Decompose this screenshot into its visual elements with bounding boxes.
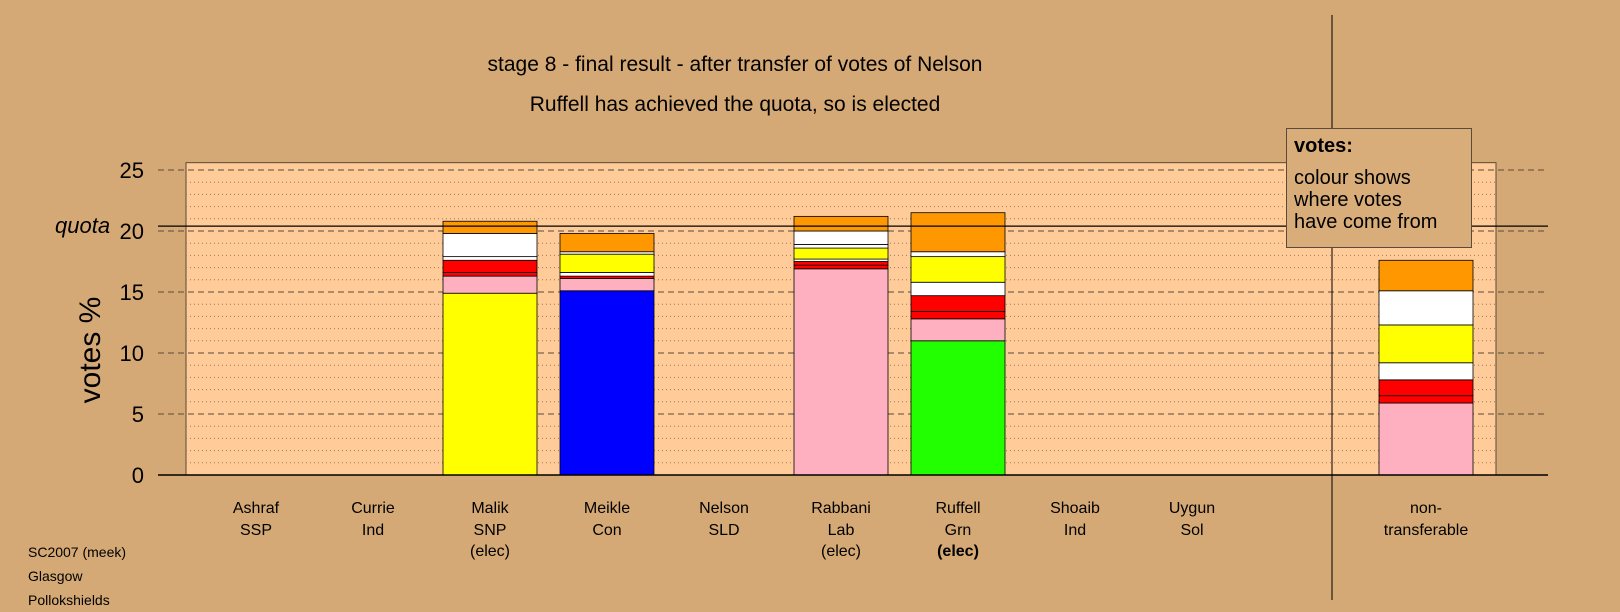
source-info: SC2007 (meek) Glasgow Pollokshields <box>28 540 126 612</box>
legend-title: votes: <box>1294 135 1353 157</box>
quota-label: quota <box>55 213 110 238</box>
bar-segment <box>559 290 655 476</box>
bar-segment <box>793 264 889 270</box>
category-label-party: Grn <box>945 522 972 539</box>
bar-segment <box>910 212 1006 253</box>
bar-segment <box>559 233 655 253</box>
chart-title: stage 8 - final result - after transfer … <box>487 53 983 76</box>
category-label-name: Uygun <box>1169 500 1215 517</box>
legend-box: votes: colour shows where votes have com… <box>1286 128 1472 248</box>
bar-segment <box>1378 324 1474 364</box>
source-council: Glasgow <box>28 568 83 584</box>
category-label-name: Ashraf <box>233 500 280 517</box>
category-label-name: Nelson <box>699 500 749 517</box>
bar-segment <box>910 281 1006 297</box>
y-tick-label: 0 <box>132 463 144 488</box>
category-label-party: Lab <box>828 522 855 539</box>
category-label-party: SNP <box>474 522 507 539</box>
legend-text-line-3: have come from <box>1294 211 1438 233</box>
category-label-name: non- <box>1410 500 1442 517</box>
category-label-status: (elec) <box>821 543 861 560</box>
bar-segment <box>793 247 889 260</box>
bar-segment <box>793 268 889 476</box>
category-label-status: (elec) <box>937 543 979 560</box>
category-label-name: Currie <box>351 500 395 517</box>
category-label-status: (elec) <box>470 543 510 560</box>
bar-segment <box>559 278 655 292</box>
category-label-party: Con <box>592 522 621 539</box>
bar-segment <box>559 253 655 273</box>
bar-segment <box>1378 290 1474 326</box>
y-axis-label: votes % <box>74 297 107 404</box>
bar-segment <box>793 261 889 266</box>
bar-segment <box>910 295 1006 312</box>
y-tick-label: 5 <box>132 402 144 427</box>
category-label-party: transferable <box>1384 522 1469 539</box>
category-label-name: Meikle <box>584 500 630 517</box>
bar-segment <box>442 275 538 294</box>
category-label-name: Ruffell <box>935 500 980 517</box>
bar-segment <box>442 256 538 261</box>
bar-segment <box>910 311 1006 320</box>
bar-segment <box>1378 402 1474 476</box>
bar-segment <box>793 230 889 245</box>
bar-segment <box>442 233 538 258</box>
category-label-party: Ind <box>362 522 384 539</box>
bar-segment <box>442 259 538 273</box>
bar-segment <box>1378 259 1474 292</box>
category-label-party: SSP <box>240 522 272 539</box>
bar-segment <box>442 292 538 476</box>
bar-segment <box>1378 379 1474 397</box>
category-label-name: Malik <box>471 500 509 517</box>
source-ward: Pollokshields <box>28 592 110 608</box>
bar-segment <box>910 256 1006 283</box>
bar-segment <box>793 215 889 232</box>
legend-text-line-1: colour shows <box>1294 167 1411 189</box>
bar-segment <box>910 251 1006 258</box>
source-election: SC2007 (meek) <box>28 544 127 560</box>
bar-segment <box>442 220 538 234</box>
legend-text-line-2: where votes <box>1294 189 1402 211</box>
y-tick-label: 15 <box>120 280 144 305</box>
bar-segment <box>559 272 655 277</box>
bar-segment <box>910 318 1006 342</box>
bar-segment <box>1378 395 1474 404</box>
bar-segment <box>793 244 889 249</box>
category-label-name: Rabbani <box>811 500 871 517</box>
y-tick-label: 10 <box>120 341 144 366</box>
y-tick-label: 20 <box>120 219 144 244</box>
bar-segment <box>910 340 1006 476</box>
category-label-name: Shoaib <box>1050 500 1100 517</box>
category-label-party: Ind <box>1064 522 1086 539</box>
bar-segment <box>442 272 538 277</box>
y-tick-label: 25 <box>120 158 144 183</box>
bar-segment <box>1378 362 1474 381</box>
category-label-party: SLD <box>708 522 739 539</box>
chart-subtitle: Ruffell has achieved the quota, so is el… <box>529 93 941 116</box>
category-label-party: Sol <box>1180 522 1203 539</box>
